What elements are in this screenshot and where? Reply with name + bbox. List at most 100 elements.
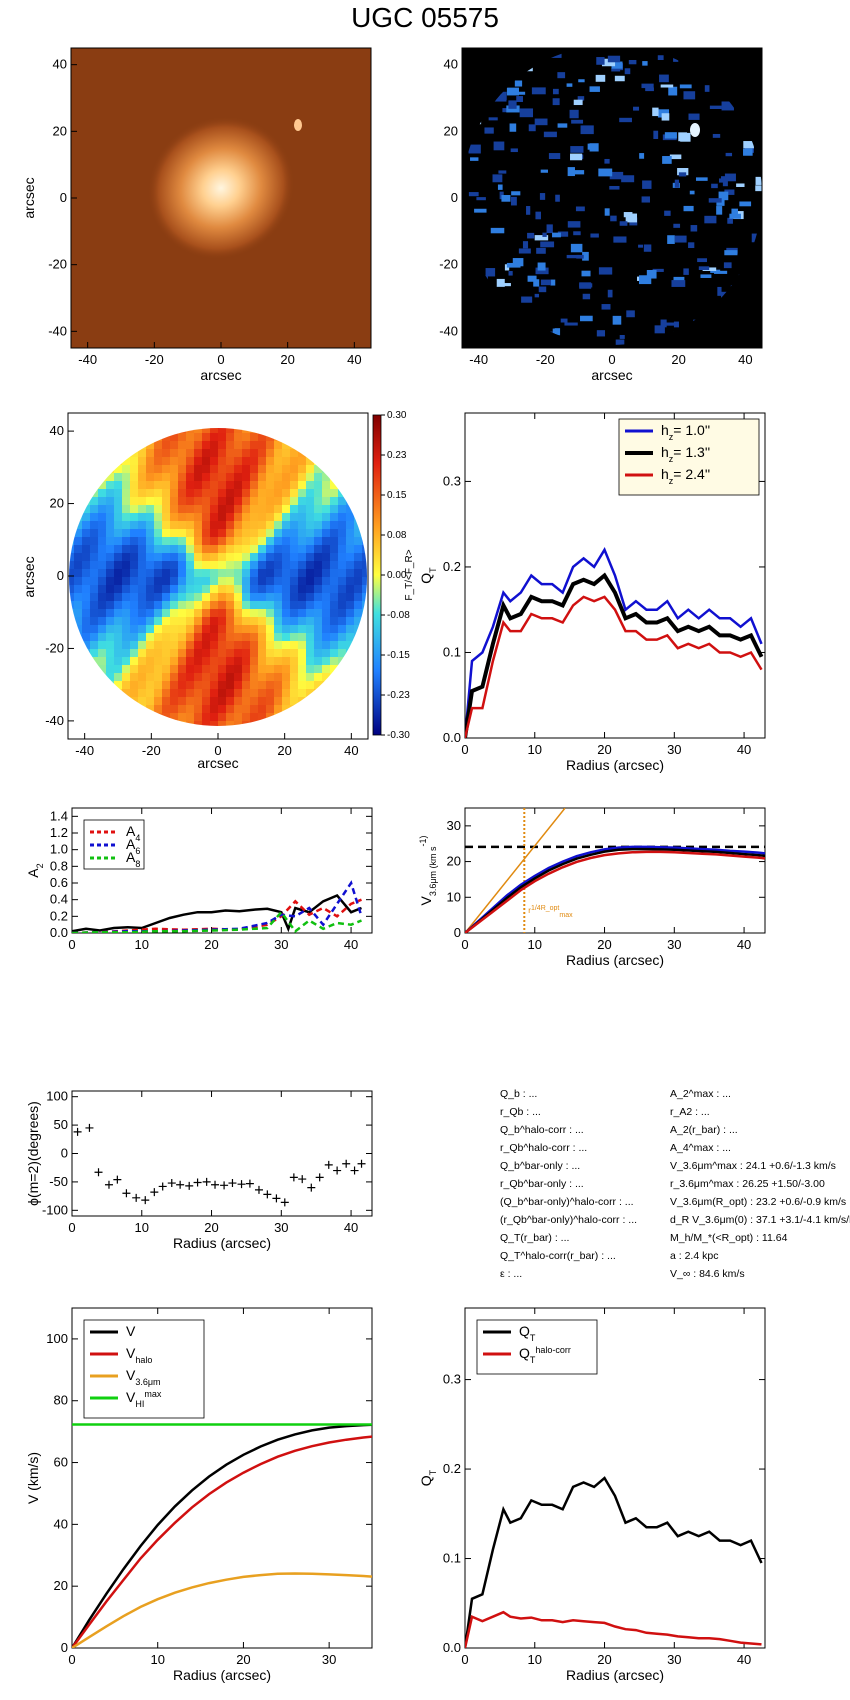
force-map-cell — [242, 625, 250, 633]
force-map-cell — [258, 609, 266, 617]
data-point — [272, 1194, 281, 1203]
force-map-cell — [266, 617, 274, 625]
force-map-cell — [98, 625, 106, 633]
force-map-cell — [274, 465, 282, 473]
residual-blob — [697, 258, 708, 263]
force-map-cell — [266, 441, 274, 449]
force-map-cell — [178, 665, 186, 673]
force-map-cell — [74, 593, 82, 601]
force-map-cell — [234, 657, 242, 665]
colorbar-tick-label: -0.08 — [387, 610, 410, 621]
parameter-row: Q_T^halo-corr(r_bar) : ... — [500, 1250, 616, 1262]
force-map-cell — [178, 561, 186, 569]
data-point — [211, 1180, 220, 1189]
force-map-cell — [178, 673, 186, 681]
force-map-cell — [338, 601, 346, 609]
force-map-cell — [90, 505, 98, 513]
force-map-cell — [234, 457, 242, 465]
residual-blob — [570, 153, 583, 161]
x-tick-label: 30 — [667, 937, 681, 952]
force-map-cell — [178, 617, 186, 625]
force-map-cell — [298, 593, 306, 601]
force-map-cell — [298, 489, 306, 497]
x-tick-label: -20 — [145, 352, 164, 367]
force-map-cell — [330, 601, 338, 609]
force-map-cell — [194, 537, 202, 545]
force-map-cell — [242, 697, 250, 705]
parameter-row: Q_b^halo-corr : ... — [500, 1124, 584, 1136]
force-map-cell — [250, 433, 258, 441]
force-map-cell — [306, 521, 314, 529]
force-map-cell — [266, 497, 274, 505]
y-tick-label: 0.2 — [443, 1461, 461, 1476]
force-map-cell — [234, 449, 242, 457]
force-map-cell — [330, 537, 338, 545]
residual-blob — [669, 154, 682, 160]
force-map-cell — [186, 521, 194, 529]
force-map-cell — [122, 505, 130, 513]
force-map-cell — [274, 505, 282, 513]
force-map-cell — [330, 657, 338, 665]
force-map-cell — [130, 593, 138, 601]
force-map-cell — [250, 465, 258, 473]
force-map-cell — [274, 513, 282, 521]
force-map-cell — [146, 481, 154, 489]
residual-blob — [601, 304, 611, 310]
force-map-cell — [138, 665, 146, 673]
residual-blob — [659, 74, 669, 83]
force-map-cell — [74, 553, 82, 561]
force-map-cell — [290, 617, 298, 625]
force-map-cell — [314, 577, 322, 585]
residual-blob — [535, 211, 541, 220]
force-map-cell — [290, 633, 298, 641]
y-tick-label: -40 — [439, 323, 458, 338]
force-map-cell — [130, 625, 138, 633]
data-point — [158, 1182, 167, 1191]
force-map-cell — [122, 689, 130, 697]
force-map-cell — [330, 585, 338, 593]
force-map-cell — [202, 681, 210, 689]
force-map-cell — [242, 553, 250, 561]
residual-blob — [643, 244, 652, 252]
force-map-cell — [226, 705, 234, 713]
force-map-cell — [114, 657, 122, 665]
force-map-cell — [218, 665, 226, 673]
force-map-cell — [306, 689, 314, 697]
data-point — [202, 1177, 211, 1186]
force-map-cell — [322, 529, 330, 537]
parameter-row: r_3.6μm^max : 26.25 +1.50/-3.00 — [670, 1178, 825, 1190]
force-map-cell — [194, 617, 202, 625]
force-map-cell — [338, 561, 346, 569]
force-map-cell — [154, 569, 162, 577]
force-map-cell — [226, 713, 234, 721]
plot-area — [72, 880, 363, 933]
force-map-cell — [330, 641, 338, 649]
colorbar-tick-label: -0.30 — [387, 730, 410, 741]
force-map-cell — [218, 697, 226, 705]
residual-blob — [550, 279, 556, 286]
y-axis-label: QT — [418, 1469, 438, 1486]
force-map-cell — [282, 441, 290, 449]
force-map-cell — [306, 481, 314, 489]
force-map-cell — [186, 561, 194, 569]
force-map-cell — [202, 521, 210, 529]
force-map-cell — [162, 681, 170, 689]
residual-blob — [528, 124, 536, 132]
residual-blob — [552, 328, 558, 334]
parameter-row: Q_T(r_bar) : ... — [500, 1232, 570, 1244]
y-tick-label: 0 — [454, 925, 461, 940]
force-map-cell — [218, 561, 226, 569]
force-map-cell — [130, 617, 138, 625]
residual-blob — [582, 251, 589, 261]
force-map-cell — [90, 513, 98, 521]
force-map-cell — [106, 601, 114, 609]
force-map-cell — [98, 593, 106, 601]
force-map-cell — [306, 681, 314, 689]
force-map-cell — [322, 513, 330, 521]
force-map-cell — [282, 665, 290, 673]
residual-blob — [609, 185, 620, 190]
residual-blob — [704, 85, 710, 92]
force-map-cell — [258, 465, 266, 473]
force-map-cell — [98, 505, 106, 513]
